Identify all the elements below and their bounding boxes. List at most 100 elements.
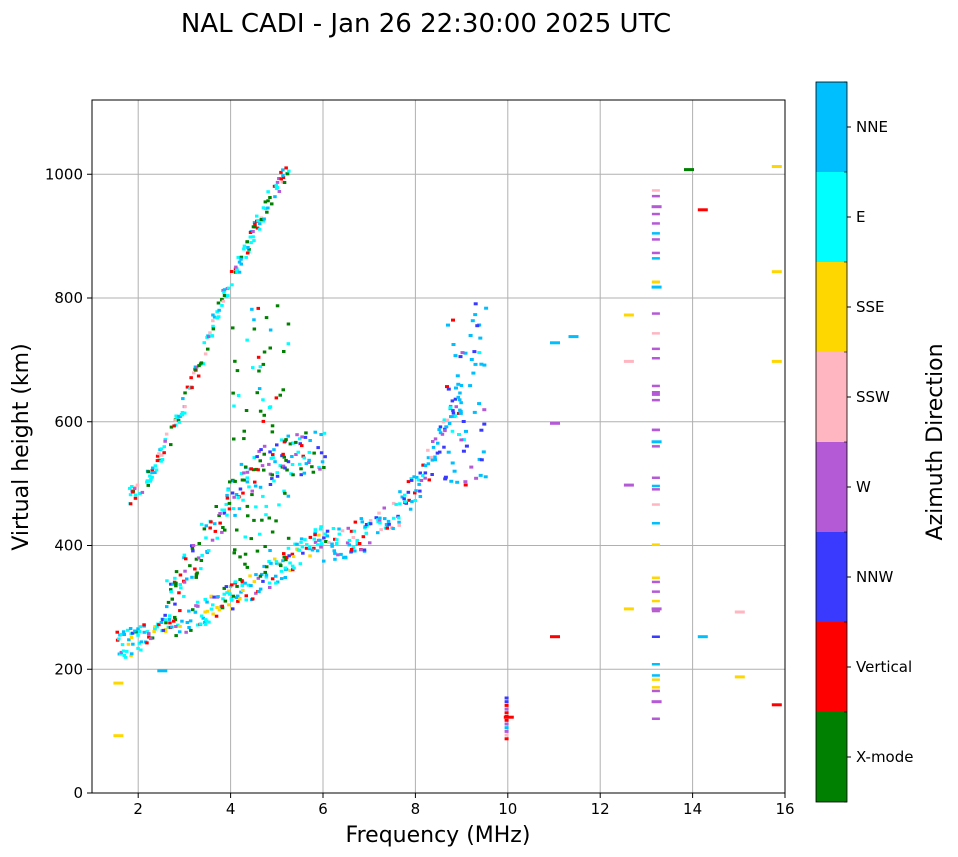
echo-cell bbox=[270, 202, 274, 206]
echo-cell bbox=[268, 549, 272, 552]
echo-cell bbox=[286, 342, 291, 346]
echo-cell bbox=[460, 351, 465, 355]
echo-cell bbox=[196, 374, 201, 378]
echo-cell bbox=[236, 496, 240, 499]
echo-cell bbox=[280, 577, 284, 581]
echo-cell bbox=[264, 504, 268, 508]
echo-cell bbox=[229, 270, 234, 273]
echo-cell bbox=[249, 537, 253, 541]
echo-cell bbox=[242, 247, 246, 251]
colorbar-swatch bbox=[816, 622, 847, 712]
isolated-echo bbox=[157, 669, 168, 673]
echo-cell bbox=[193, 610, 198, 614]
echo-cell bbox=[457, 433, 461, 436]
echo-cell bbox=[477, 351, 482, 355]
echo-cell bbox=[290, 463, 295, 466]
echo-cell bbox=[651, 590, 660, 593]
echo-cell bbox=[473, 313, 478, 317]
echo-cell bbox=[651, 347, 660, 351]
y-tick-label: 800 bbox=[54, 289, 83, 307]
echo-cell bbox=[397, 520, 401, 524]
echo-cell bbox=[281, 168, 285, 172]
echo-cell bbox=[473, 302, 478, 306]
echo-cell bbox=[464, 429, 468, 433]
echo-cell bbox=[475, 324, 480, 328]
echo-cell bbox=[320, 460, 325, 464]
echo-cell bbox=[240, 579, 244, 583]
echo-cell bbox=[442, 445, 446, 449]
echo-cell bbox=[319, 542, 324, 546]
echo-cell bbox=[251, 366, 255, 370]
echo-cell bbox=[256, 468, 260, 472]
echo-cell bbox=[226, 488, 230, 492]
echo-cell bbox=[270, 473, 274, 477]
echo-cell bbox=[115, 630, 119, 634]
echo-cell bbox=[458, 411, 463, 415]
echo-cell bbox=[213, 522, 217, 526]
echo-cell bbox=[484, 306, 489, 310]
echo-cell bbox=[162, 451, 166, 455]
echo-cell bbox=[285, 555, 289, 559]
echo-cell bbox=[209, 607, 214, 611]
echo-cell bbox=[278, 464, 282, 468]
echo-cell bbox=[419, 479, 424, 482]
colorbar-label-item: SSE bbox=[856, 298, 885, 316]
echo-cell bbox=[223, 528, 227, 532]
echo-cell bbox=[355, 538, 359, 542]
echo-cell bbox=[299, 540, 303, 544]
echo-cell bbox=[170, 625, 174, 629]
echo-cell bbox=[215, 536, 219, 540]
echo-cell bbox=[262, 468, 266, 472]
echo-cell bbox=[279, 569, 284, 573]
echo-cell bbox=[651, 312, 660, 315]
echo-cell bbox=[226, 294, 230, 298]
echo-cell bbox=[216, 301, 221, 305]
echo-cell bbox=[282, 555, 286, 559]
echo-cell bbox=[307, 547, 312, 551]
echo-cell bbox=[304, 431, 308, 435]
echo-cell bbox=[121, 630, 126, 634]
echo-cell bbox=[285, 172, 290, 176]
echo-cell bbox=[159, 459, 163, 463]
echo-cell bbox=[206, 347, 210, 351]
echo-cell bbox=[146, 470, 150, 474]
echo-cell bbox=[254, 467, 259, 471]
echo-cell bbox=[394, 502, 398, 506]
echo-cell bbox=[131, 490, 135, 494]
echo-cell bbox=[406, 480, 411, 484]
echo-cell bbox=[264, 513, 268, 517]
echo-cell bbox=[303, 538, 307, 542]
echo-cell bbox=[353, 520, 358, 524]
echo-cell bbox=[307, 450, 312, 454]
echo-cell bbox=[286, 546, 291, 550]
echo-cell bbox=[450, 461, 455, 465]
echo-cell bbox=[651, 635, 660, 638]
echo-cell bbox=[233, 548, 237, 552]
echo-cell bbox=[478, 336, 483, 340]
echo-cell bbox=[155, 459, 160, 463]
plot-area bbox=[92, 100, 785, 793]
isolated-echo bbox=[550, 635, 560, 639]
echo-cell bbox=[245, 338, 249, 342]
echo-cell bbox=[166, 600, 171, 604]
echo-cell bbox=[211, 313, 215, 317]
echo-cell bbox=[250, 489, 254, 493]
echo-cell bbox=[431, 440, 435, 443]
echo-cell bbox=[412, 475, 416, 479]
echo-cell bbox=[298, 562, 303, 566]
isolated-echo bbox=[113, 734, 124, 738]
echo-cell bbox=[248, 574, 252, 578]
echo-cell bbox=[317, 466, 321, 469]
echo-cell bbox=[180, 619, 184, 623]
echo-cell bbox=[274, 187, 279, 190]
echo-cell bbox=[472, 410, 477, 414]
echo-cell bbox=[433, 458, 437, 462]
echo-cell bbox=[163, 438, 167, 442]
echo-cell bbox=[318, 538, 322, 542]
echo-cell bbox=[304, 462, 309, 466]
echo-cell bbox=[244, 594, 248, 598]
echo-cell bbox=[231, 594, 236, 598]
echo-cell bbox=[387, 522, 391, 526]
echo-cell bbox=[255, 391, 259, 395]
echo-cell bbox=[363, 525, 367, 529]
